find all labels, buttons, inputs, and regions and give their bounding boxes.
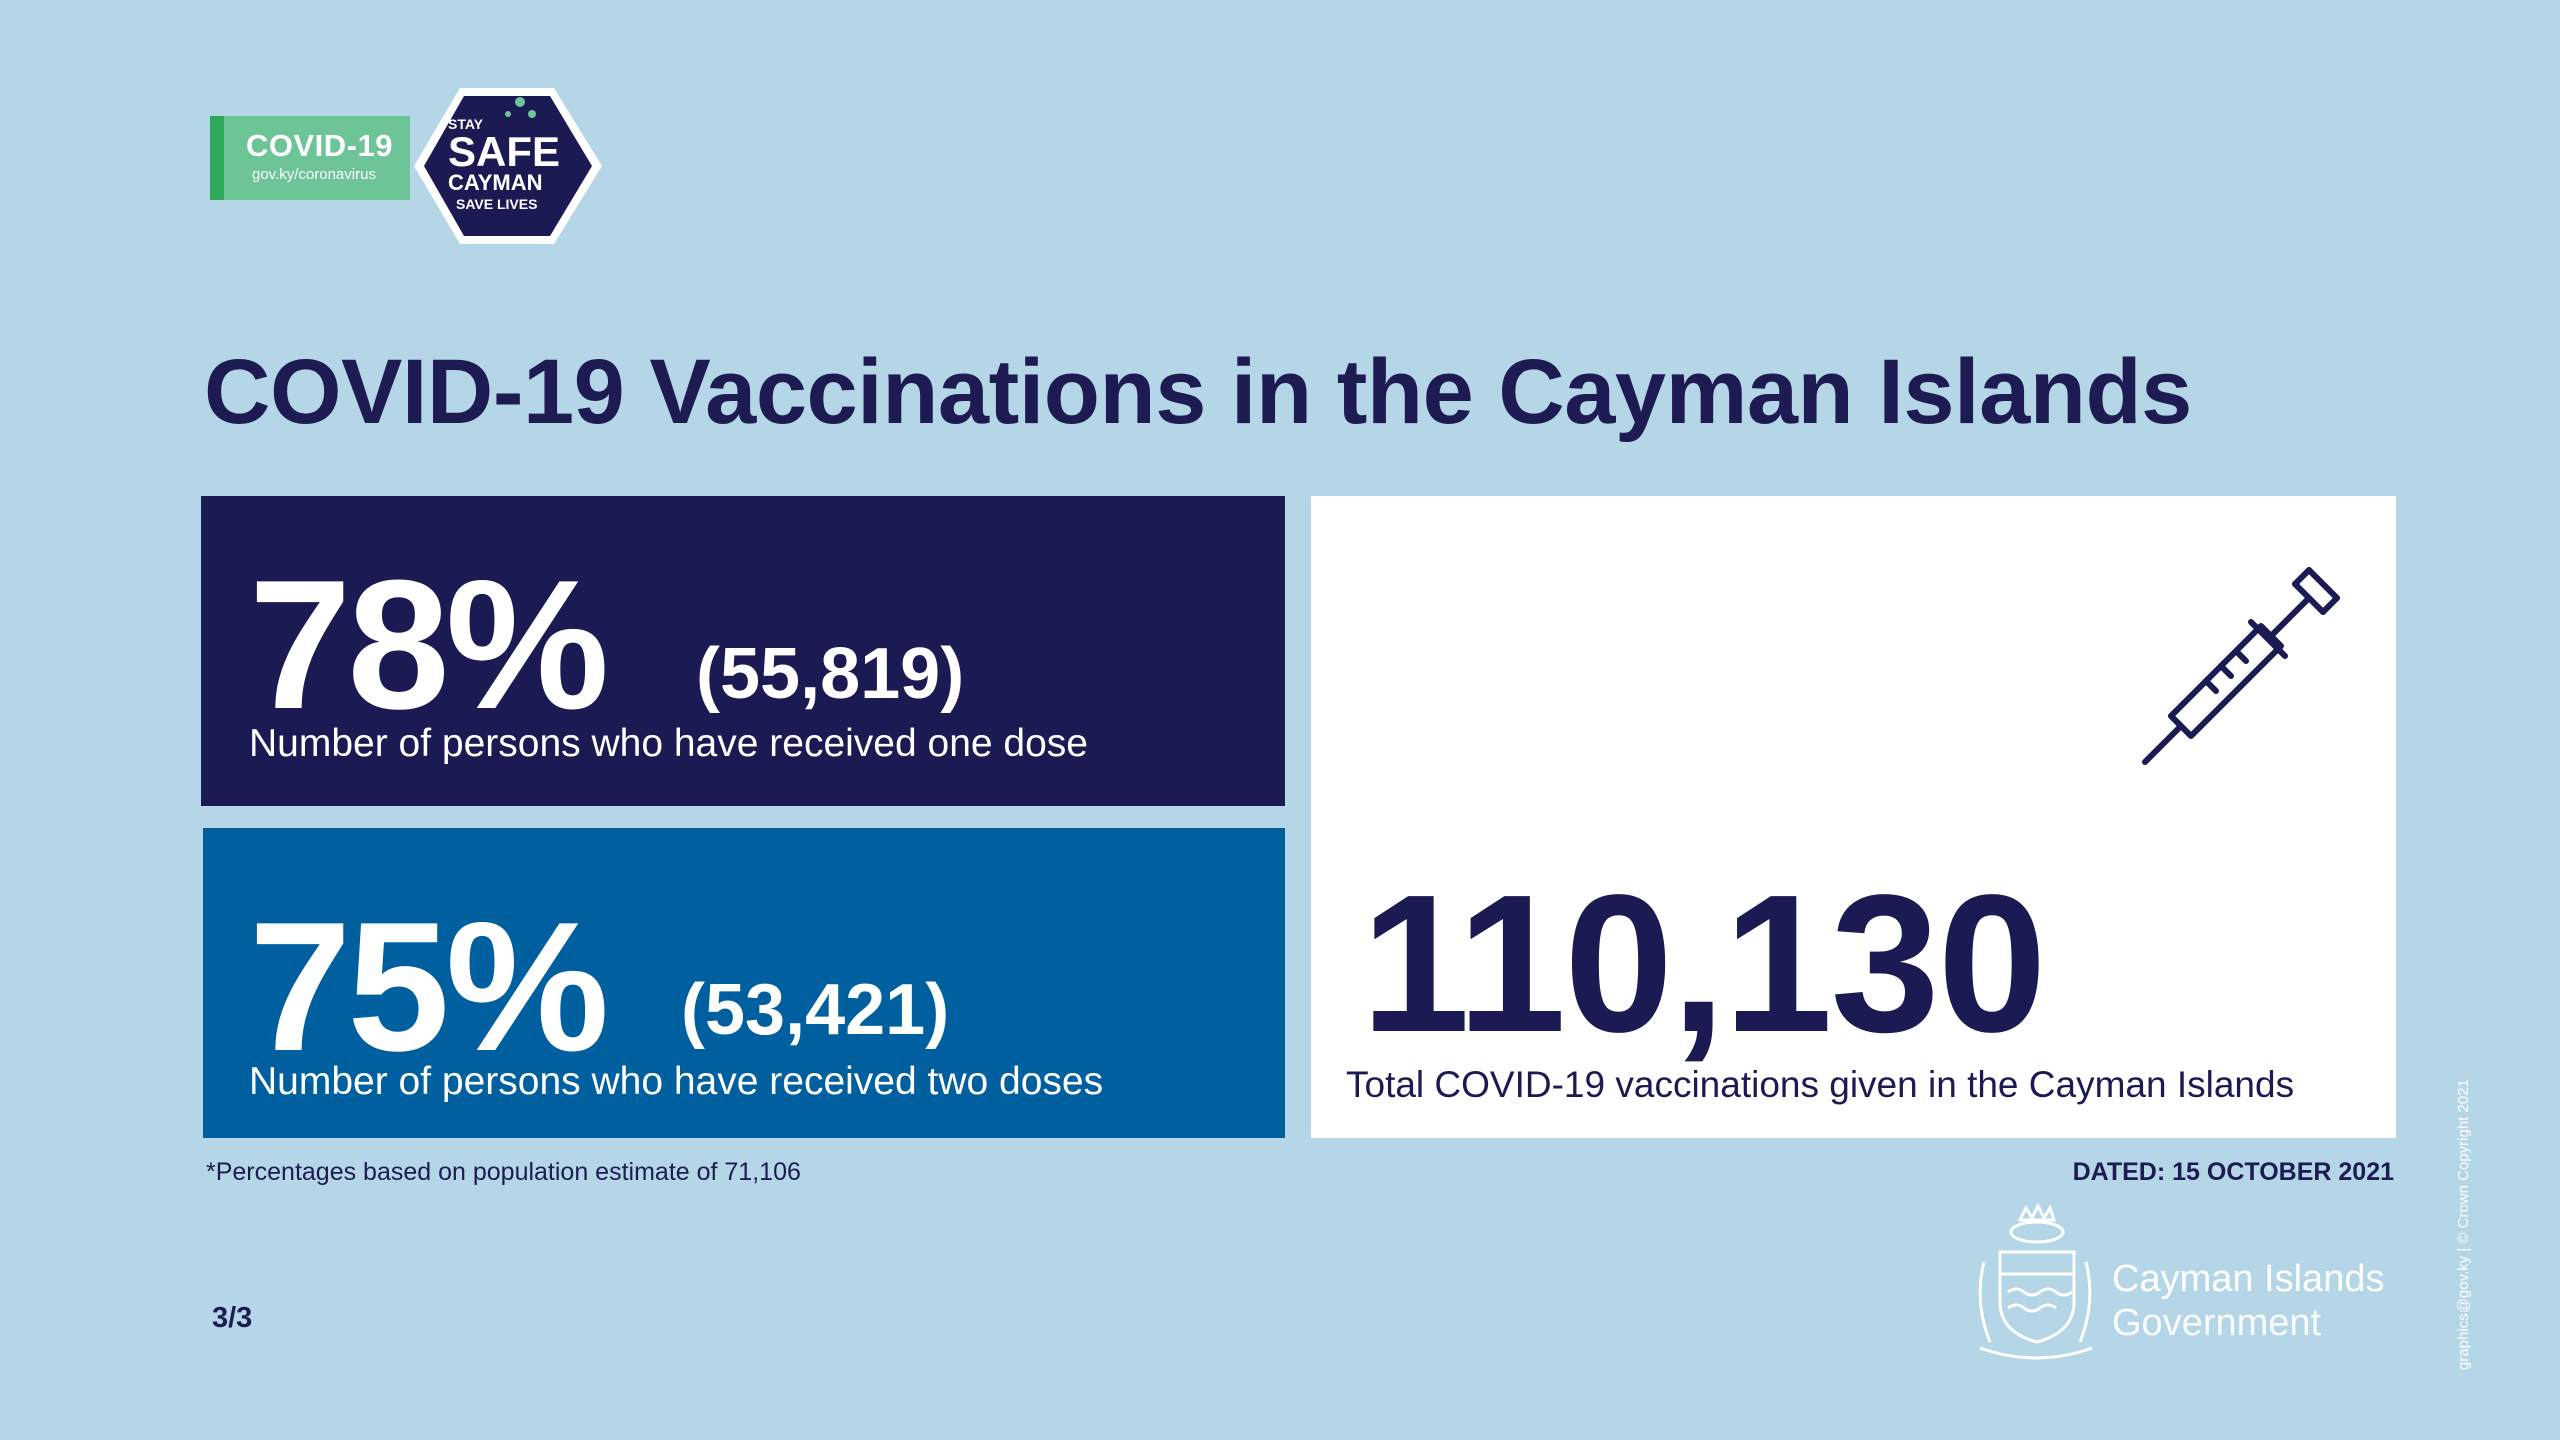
two-doses-count: (53,421) <box>681 970 950 1050</box>
two-doses-percent: 75% <box>249 883 609 1089</box>
hex-stay: STAY <box>448 116 484 132</box>
covid-19-badge: COVID-19 gov.ky/coronavirus <box>210 116 410 200</box>
hex-save-lives: SAVE LIVES <box>456 196 538 212</box>
hex-safe: SAFE <box>448 128 561 175</box>
one-dose-label: Number of persons who have received one … <box>249 722 1088 765</box>
government-name-line1: Cayman Islands <box>2112 1258 2385 1300</box>
badge-title: COVID-19 <box>246 128 393 163</box>
page-title: COVID-19 Vaccinations in the Cayman Isla… <box>204 341 2192 443</box>
government-name-line2: Government <box>2112 1302 2322 1344</box>
copyright-credit: graphics@gov.ky | © Crown Copyright 2021 <box>2455 1079 2472 1370</box>
page-number: 3/3 <box>212 1302 253 1334</box>
footnote: *Percentages based on population estimat… <box>206 1158 801 1186</box>
coat-of-arms-icon <box>1978 1202 2093 1360</box>
one-dose-count: (55,819) <box>696 634 965 714</box>
one-dose-card: 78% (55,819) Number of persons who have … <box>201 496 1285 806</box>
total-vaccinations-value: 110,130 <box>1361 854 2047 1073</box>
two-doses-card: 75% (53,421) Number of persons who have … <box>203 828 1285 1138</box>
total-vaccinations-card: 110,130 Total COVID-19 vaccinations give… <box>1311 496 2396 1138</box>
total-vaccinations-label: Total COVID-19 vaccinations given in the… <box>1346 1064 2295 1105</box>
badge-url: gov.ky/coronavirus <box>252 166 376 183</box>
syringe-icon <box>2142 567 2340 765</box>
stay-safe-cayman-logo: STAY SAFE CAYMAN SAVE LIVES <box>412 80 602 250</box>
date-label: DATED: 15 OCTOBER 2021 <box>2072 1158 2394 1186</box>
hex-cayman: CAYMAN <box>448 170 543 195</box>
one-dose-percent: 78% <box>249 541 609 747</box>
two-doses-label: Number of persons who have received two … <box>249 1060 1104 1103</box>
